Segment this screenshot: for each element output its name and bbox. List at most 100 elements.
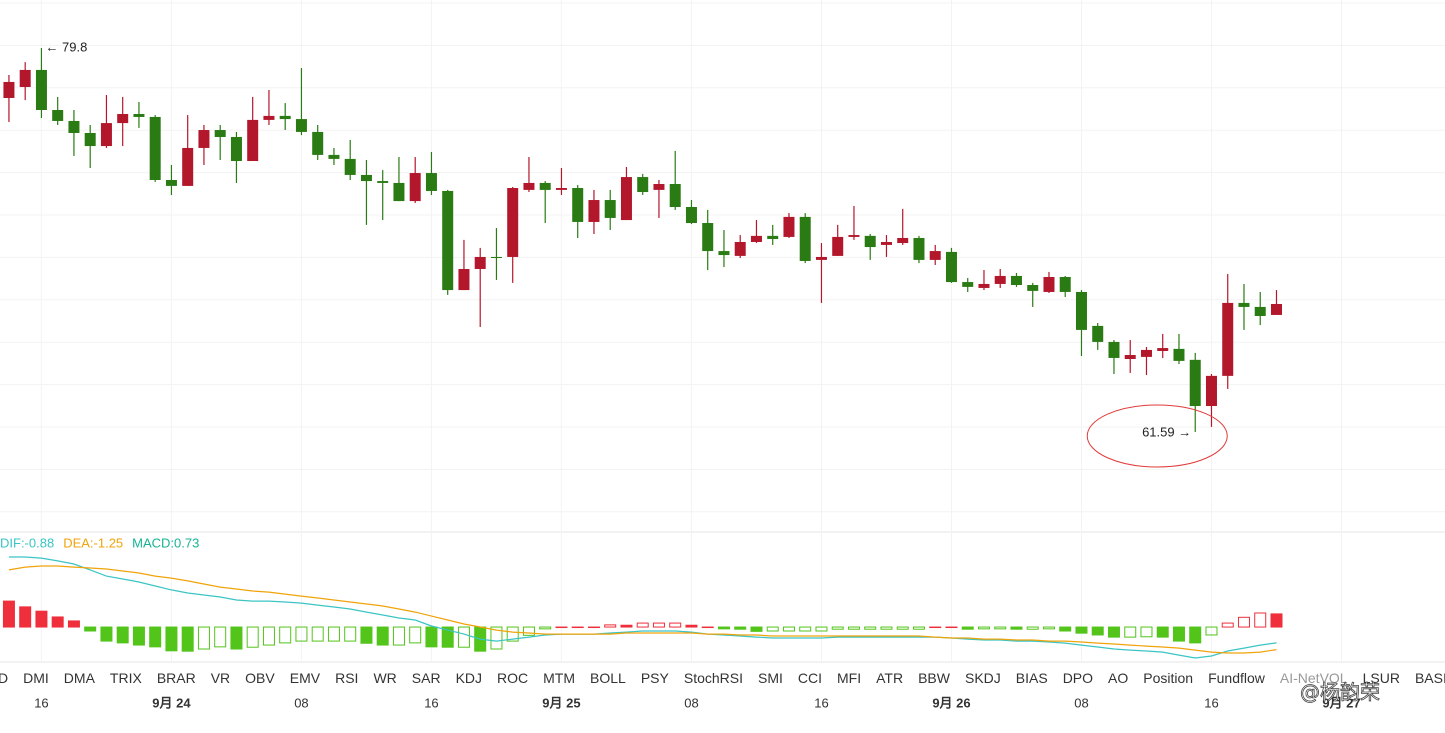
x-tick-label: 16 [814, 695, 828, 710]
macd-bar [1075, 626, 1088, 634]
indicator-tab[interactable]: MTM [543, 670, 576, 686]
candle-body [1092, 325, 1104, 342]
candle-body [1157, 348, 1169, 351]
candle-body [84, 132, 96, 147]
candle-body [279, 115, 291, 120]
x-tick-label: 08 [684, 695, 698, 710]
indicator-tab[interactable]: VR [210, 670, 231, 686]
macd-bar [67, 620, 80, 628]
x-tick-label: 16 [424, 695, 438, 710]
candle-body [945, 251, 957, 283]
legend-entry: MACD:0.73 [132, 535, 199, 550]
macd-bar [1172, 626, 1185, 642]
indicator-tab[interactable]: Fundflow [1208, 670, 1265, 686]
macd-bar [197, 626, 210, 650]
candle-body [588, 200, 600, 222]
candle-body [507, 188, 519, 257]
indicator-tab[interactable]: MFI [837, 670, 862, 686]
candle-body [783, 216, 795, 237]
indicator-tab[interactable]: DMI [23, 670, 49, 686]
macd-bar [1010, 626, 1023, 630]
macd-bar [19, 606, 32, 628]
candle-body [1059, 276, 1071, 292]
indicator-tab[interactable]: EMV [289, 670, 321, 686]
indicator-tab[interactable]: DPO [1062, 670, 1094, 686]
macd-bar [1107, 626, 1120, 638]
indicator-tab[interactable]: ROC [497, 670, 529, 686]
indicator-tab[interactable]: RSI [335, 670, 359, 686]
macd-bar [1091, 626, 1104, 636]
macd-bar [766, 626, 779, 632]
candle-body [360, 174, 372, 182]
candle-body [214, 130, 226, 137]
macd-bar [1237, 616, 1250, 628]
candle-body [1189, 359, 1201, 407]
macd-bar [409, 626, 422, 644]
macd-bar [604, 624, 617, 628]
macd-bar [35, 610, 48, 628]
indicator-tab[interactable]: SKDJ [964, 670, 1001, 686]
indicator-tab[interactable]: LSUR [1362, 670, 1400, 686]
macd-bar [1221, 622, 1234, 628]
candle-body [1108, 341, 1120, 358]
indicator-tab[interactable]: DMA [63, 670, 95, 686]
candle-body [604, 200, 616, 218]
indicator-tab[interactable]: SMI [758, 670, 783, 686]
candle-body [880, 241, 892, 245]
macd-bar [214, 626, 227, 648]
indicator-tab[interactable]: BIAS [1015, 670, 1048, 686]
macd-bar [929, 626, 942, 629]
candle-body [35, 69, 47, 110]
candle-body [393, 182, 405, 202]
indicator-tab[interactable]: WR [373, 670, 397, 686]
macd-bar [1059, 626, 1072, 632]
indicator-tab[interactable]: PSY [640, 670, 669, 686]
candle-body [637, 177, 649, 193]
candle-body [1270, 303, 1282, 315]
macd-bar [457, 626, 470, 648]
macd-bar [84, 626, 97, 632]
candle-body [913, 237, 925, 260]
macd-bar [750, 626, 763, 632]
macd-bar [344, 626, 357, 642]
macd-bar [1124, 626, 1137, 638]
macd-bar [717, 626, 730, 630]
macd-bar [685, 624, 698, 628]
indicator-tab[interactable]: BRAR [156, 670, 196, 686]
indicator-tab[interactable]: BOLL [590, 670, 626, 686]
watermark: @杨韵荣 [1300, 680, 1381, 705]
candle-body [799, 216, 811, 261]
candle-body [555, 188, 567, 190]
indicator-tab[interactable]: AI-NetVOL [1279, 670, 1348, 686]
macd-bar [1042, 626, 1055, 630]
candle-body [490, 256, 502, 259]
candle-body [1140, 349, 1152, 357]
x-tick-label: 9月 24 [152, 695, 191, 710]
macd-bar [149, 626, 162, 648]
candle-body [1043, 276, 1055, 292]
indicator-tab[interactable]: BASIS [1414, 670, 1445, 686]
indicator-tab[interactable]: AO [1108, 670, 1129, 686]
macd-bar [116, 626, 129, 644]
candle-body [718, 251, 730, 256]
candle-body [539, 182, 551, 190]
indicator-tab[interactable]: KDJ [455, 670, 483, 686]
x-tick-label: 16 [1204, 695, 1218, 710]
candle-body [425, 173, 437, 191]
indicator-tab[interactable]: SAR [411, 670, 441, 686]
indicator-tab[interactable]: BBW [918, 670, 950, 686]
macd-bar [620, 624, 633, 628]
candle-body [1010, 275, 1022, 285]
macd-bar [864, 626, 877, 630]
candle-body [312, 131, 324, 155]
indicator-tab[interactable]: D [0, 670, 9, 686]
indicator-tab[interactable]: TRIX [109, 670, 142, 686]
indicator-tab[interactable]: ATR [876, 670, 904, 686]
macd-bar [327, 626, 340, 642]
indicator-tab[interactable]: StochRSI [683, 670, 743, 686]
indicator-tab[interactable]: OBV [245, 670, 275, 686]
indicator-tab[interactable]: Position [1143, 670, 1194, 686]
candle-body [978, 283, 990, 288]
indicator-tab[interactable]: CCI [797, 670, 823, 686]
